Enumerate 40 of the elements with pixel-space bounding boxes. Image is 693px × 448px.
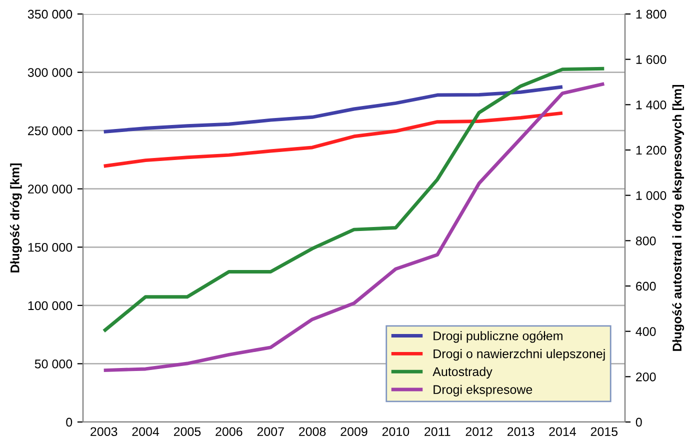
y-tick-label: 100 000 — [28, 301, 72, 310]
y2-tick-label: 1 400 — [636, 100, 666, 110]
line-series — [102, 66, 606, 333]
y-axis-title: Długość dróg [km] — [10, 163, 22, 272]
y-tick-label: 250 000 — [28, 126, 72, 136]
legend-label: Drogi o nawierzchni ulepszonej — [434, 349, 605, 361]
x-tick-label: 2015 — [590, 427, 618, 436]
line-series — [102, 85, 564, 134]
y2-tick-label: 1 600 — [636, 55, 666, 64]
x-tick-label: 2011 — [424, 427, 450, 436]
y-tick-label: 0 — [66, 418, 72, 427]
y2-tick-label: 1 800 — [636, 10, 666, 19]
legend-label: Autostrady — [432, 366, 492, 379]
y2-tick-label: 400 — [636, 327, 656, 336]
x-tick-label: 2007 — [257, 427, 284, 436]
y-tick-label: 350 000 — [28, 10, 72, 19]
y2-tick-label: 600 — [636, 282, 656, 291]
y-tick-label: 200 000 — [28, 184, 72, 194]
x-tick-label: 2009 — [340, 427, 368, 436]
x-tick-label: 2004 — [132, 427, 160, 436]
y2-axis-title: Długość autostrad i dróg ekspresowych [km] — [672, 84, 684, 351]
x-tick-label: 2006 — [216, 427, 242, 436]
y-tick-label: 300 000 — [28, 68, 72, 77]
y-tick-label: 150 000 — [28, 242, 72, 252]
y2-tick-label: 0 — [636, 418, 642, 427]
x-tick-label: 2003 — [90, 427, 118, 436]
legend-label: Drogi publiczne ogółem — [434, 330, 562, 343]
legend-label: Drogi ekspresowe — [434, 384, 532, 396]
x-tick-label: 2012 — [466, 427, 492, 436]
y-tick-label: 50 000 — [34, 360, 72, 368]
x-tick-label: 2008 — [299, 427, 326, 436]
y2-tick-label: 1 000 — [636, 191, 666, 200]
x-tick-label: 2014 — [549, 427, 576, 436]
line-series — [102, 111, 564, 168]
y2-tick-label: 1 200 — [636, 146, 666, 155]
x-tick-label: 2013 — [507, 427, 534, 436]
y2-tick-label: 200 — [636, 372, 656, 382]
x-tick-label: 2010 — [382, 427, 410, 436]
x-tick-label: 2005 — [174, 427, 201, 436]
y2-tick-label: 800 — [636, 236, 656, 246]
